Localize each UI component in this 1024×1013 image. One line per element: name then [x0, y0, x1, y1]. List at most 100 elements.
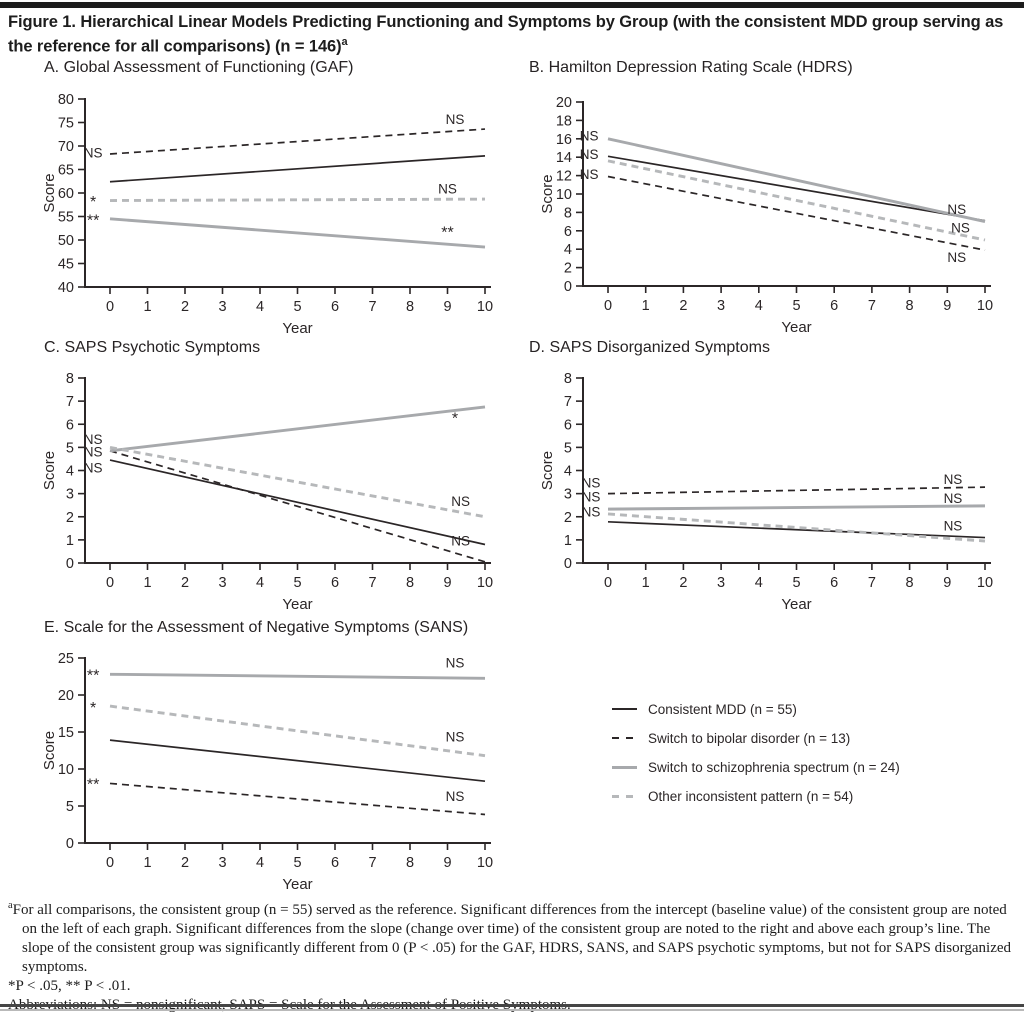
series-line-schizophrenia: [109, 672, 486, 680]
x-tick-label: 4: [755, 575, 763, 591]
y-tick-label: 7: [564, 394, 572, 410]
y-tick-label: 45: [58, 257, 74, 273]
x-tick-label: 5: [293, 299, 301, 315]
y-tick-label: 5: [564, 440, 572, 456]
legend-label: Consistent MDD (n = 55): [648, 701, 797, 717]
x-tick-label: 3: [218, 299, 226, 315]
series-line-consistent_mdd: [109, 155, 486, 183]
panel-e-title: E. Scale for the Assessment of Negative …: [44, 619, 469, 636]
y-tick-label: 1: [564, 533, 572, 549]
y-tick-label: 18: [556, 113, 572, 129]
x-tick-label: 7: [368, 299, 376, 315]
y-tick-label: 16: [556, 132, 572, 148]
footnote-marker: a: [8, 900, 13, 911]
x-tick-label: 3: [717, 298, 725, 314]
significance-annotation-intercept: **: [87, 212, 99, 229]
x-tick-label: 4: [256, 299, 264, 315]
x-tick-label: 8: [906, 298, 914, 314]
x-tick-label: 8: [406, 575, 414, 591]
x-tick-label: 0: [604, 575, 612, 591]
x-tick-label: 1: [143, 299, 151, 315]
significance-annotation-slope: NS: [451, 534, 470, 549]
x-tick-label: 5: [293, 575, 301, 591]
x-tick-label: 1: [143, 575, 151, 591]
significance-annotation-intercept: NS: [582, 476, 601, 491]
y-tick-label: 8: [66, 371, 74, 387]
series-line-bipolar: [109, 128, 486, 155]
x-tick-label: 8: [406, 855, 414, 871]
top-rule: [0, 2, 1024, 8]
significance-annotation-intercept: *: [90, 700, 96, 717]
y-tick-label: 0: [66, 836, 74, 852]
x-tick-label: 2: [679, 298, 687, 314]
series-line-schizophrenia: [607, 504, 986, 511]
x-tick-label: 6: [331, 575, 339, 591]
x-tick-label: 6: [830, 575, 838, 591]
y-tick-label: 10: [556, 187, 572, 203]
x-tick-label: 10: [477, 299, 493, 315]
dashed-black-line-swatch: [612, 737, 637, 739]
legend-item-other: Other inconsistent pattern (n = 54): [612, 788, 900, 804]
legend-item-schizophrenia: Switch to schizophrenia spectrum (n = 24…: [612, 760, 900, 775]
x-tick-label: 3: [717, 575, 725, 591]
x-tick-label: 7: [368, 855, 376, 871]
y-tick-label: 0: [564, 556, 572, 572]
significance-annotation-slope: NS: [944, 472, 963, 487]
significance-annotation-slope: NS: [947, 202, 966, 217]
significance-annotation-slope: NS: [451, 494, 470, 509]
x-tick-label: 7: [368, 575, 376, 591]
bottom-rule-light: [0, 1009, 1024, 1011]
y-tick-label: 15: [58, 725, 74, 741]
x-tick-label: 0: [604, 298, 612, 314]
figure-title-superscript: a: [341, 36, 348, 48]
legend-label: Switch to bipolar disorder (n = 13): [648, 730, 851, 746]
x-tick-label: 1: [642, 575, 650, 591]
panel-c-title: C. SAPS Psychotic Symptoms: [44, 339, 261, 356]
significance-annotation-intercept: *: [90, 194, 96, 211]
figure-title: Figure 1. Hierarchical Linear Models Pre…: [8, 12, 1012, 57]
y-tick-label: 75: [58, 116, 74, 132]
significance-annotation-slope: NS: [944, 491, 963, 506]
y-tick-label: 0: [66, 556, 74, 572]
series-line-consistent_mdd: [607, 155, 986, 222]
significance-annotation-slope: NS: [446, 656, 465, 671]
y-tick-label: 2: [564, 510, 572, 526]
series-line-bipolar: [109, 782, 486, 816]
y-tick-label: 80: [58, 92, 74, 108]
series-line-schizophrenia: [109, 217, 486, 249]
x-tick-label: 5: [792, 575, 800, 591]
y-axis-label: Score: [41, 451, 58, 490]
series-line-other: [607, 159, 986, 242]
significance-annotation-slope: NS: [446, 789, 465, 804]
y-tick-label: 8: [564, 371, 572, 387]
series-line-schizophrenia: [607, 137, 986, 224]
series-line-bipolar: [607, 486, 986, 495]
legend-label: Other inconsistent pattern (n = 54): [648, 788, 854, 804]
y-tick-label: 55: [58, 210, 74, 226]
y-tick-label: 65: [58, 163, 74, 179]
x-tick-label: 6: [830, 298, 838, 314]
series-line-schizophrenia: [109, 405, 486, 453]
bottom-rule-dark: [0, 1004, 1024, 1007]
x-tick-label: 4: [256, 575, 264, 591]
x-tick-label: 5: [293, 855, 301, 871]
y-axis-label: Score: [539, 174, 556, 213]
x-tick-label: 10: [477, 575, 493, 591]
x-tick-label: 10: [977, 575, 993, 591]
significance-annotation-intercept: NS: [84, 461, 103, 476]
x-tick-label: 6: [331, 855, 339, 871]
y-axis-label: Score: [41, 173, 58, 212]
x-tick-label: 9: [443, 855, 451, 871]
x-tick-label: 1: [143, 855, 151, 871]
x-tick-label: 0: [106, 855, 114, 871]
footnote-a: aFor all comparisons, the consistent gro…: [8, 896, 1014, 977]
solid-gray-line-swatch: [612, 765, 637, 769]
significance-annotation-intercept: NS: [84, 432, 103, 447]
x-tick-label: 9: [443, 575, 451, 591]
y-tick-label: 3: [564, 487, 572, 503]
